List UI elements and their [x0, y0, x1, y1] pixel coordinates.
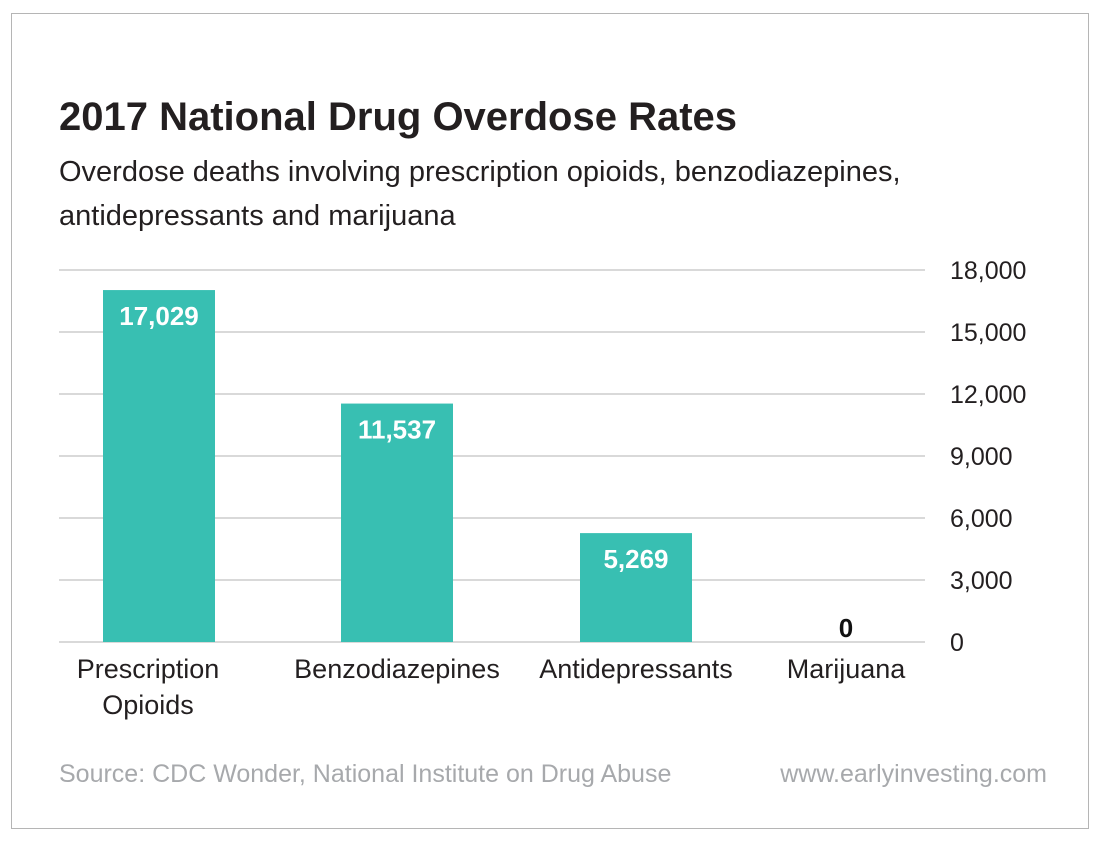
bar — [103, 290, 215, 642]
y-tick-label: 15,000 — [950, 319, 1026, 347]
y-tick-label: 18,000 — [950, 257, 1026, 285]
x-category-label: Benzodiazepines — [294, 654, 500, 684]
chart-title: 2017 National Drug Overdose Rates — [59, 95, 738, 139]
bar — [580, 533, 692, 642]
x-category-label: Antidepressants — [539, 654, 733, 684]
data-label: 17,029 — [119, 301, 199, 331]
chart-frame — [11, 13, 1089, 829]
bar — [341, 403, 453, 642]
data-label: 11,537 — [358, 415, 436, 445]
y-tick-label: 0 — [950, 629, 964, 657]
y-tick-label: 12,000 — [950, 381, 1026, 409]
x-category-label: Opioids — [102, 690, 194, 720]
bars — [103, 290, 692, 642]
y-tick-label: 6,000 — [950, 505, 1013, 533]
site-url: www.earlyinvesting.com — [780, 760, 1047, 788]
data-label: 5,269 — [603, 544, 668, 574]
y-tick-label: 3,000 — [950, 567, 1013, 595]
x-category-label: Prescription — [77, 654, 220, 684]
labels: 0 3,000 6,000 9,000 12,000 15,000 18,000 17,029… — [77, 257, 1027, 720]
chart-subtitle: Overdose deaths involving prescription o… — [59, 156, 901, 232]
y-tick-label: 9,000 — [950, 443, 1013, 471]
x-category-label: Marijuana — [787, 654, 907, 684]
source-note: Source: CDC Wonder, National Institute o… — [59, 760, 672, 788]
data-label: 0 — [839, 613, 853, 643]
